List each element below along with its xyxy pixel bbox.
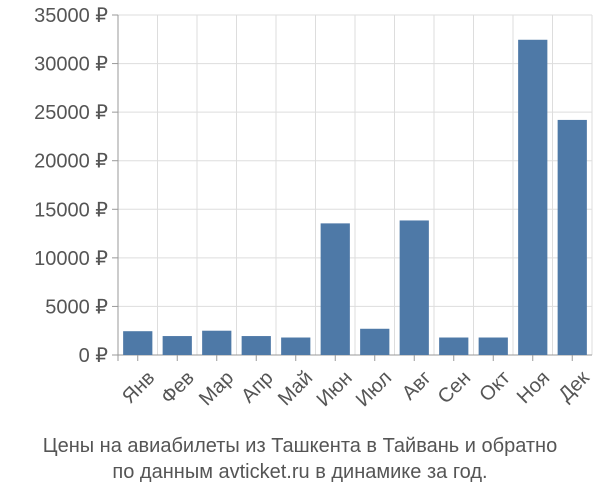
x-tick-label: Апр xyxy=(237,367,278,408)
y-tick-label: 30000 ₽ xyxy=(34,54,108,76)
x-tick-label: Авг xyxy=(398,367,436,405)
x-tick-label: Сен xyxy=(434,367,475,408)
x-tick-label: Июл xyxy=(352,367,396,411)
chart-caption-line-2: по данным avticket.ru в динамике за год. xyxy=(112,461,488,483)
y-tick-label: 10000 ₽ xyxy=(34,248,108,270)
bar xyxy=(518,39,548,356)
bar xyxy=(557,119,587,356)
bar xyxy=(439,337,469,355)
bar xyxy=(281,337,311,355)
x-tick-label: Июн xyxy=(313,367,357,411)
x-tick-label: Фев xyxy=(157,367,199,409)
y-tick-label: 25000 ₽ xyxy=(34,102,108,124)
x-tick-label: Ноя xyxy=(513,367,554,408)
x-tick-label: Янв xyxy=(118,367,159,408)
bar xyxy=(320,223,350,355)
x-tick-label: Окт xyxy=(475,367,514,406)
bar xyxy=(123,331,153,355)
y-tick-label: 35000 ₽ xyxy=(34,5,108,27)
bar xyxy=(360,328,390,355)
y-tick-label: 0 ₽ xyxy=(79,345,109,367)
bar xyxy=(399,220,429,355)
x-tick-label: Дек xyxy=(554,367,593,406)
x-tick-label: Мар xyxy=(195,367,238,410)
bar xyxy=(162,336,192,355)
bar-chart: 0 ₽ 5000 ₽ 10000 ₽ 15000 ₽ 20000 ₽ 25000 ₽ 300… xyxy=(34,5,594,411)
chart-caption-line-1: Цены на авиабилеты из Ташкента в Тайвань… xyxy=(42,435,558,457)
y-tick-label: 20000 ₽ xyxy=(34,151,108,173)
bar xyxy=(478,337,508,355)
y-tick-label: 15000 ₽ xyxy=(34,199,108,221)
y-tick-label: 5000 ₽ xyxy=(45,296,108,318)
bar xyxy=(241,336,271,355)
bar xyxy=(202,330,232,355)
x-tick-label: Май xyxy=(274,367,317,410)
